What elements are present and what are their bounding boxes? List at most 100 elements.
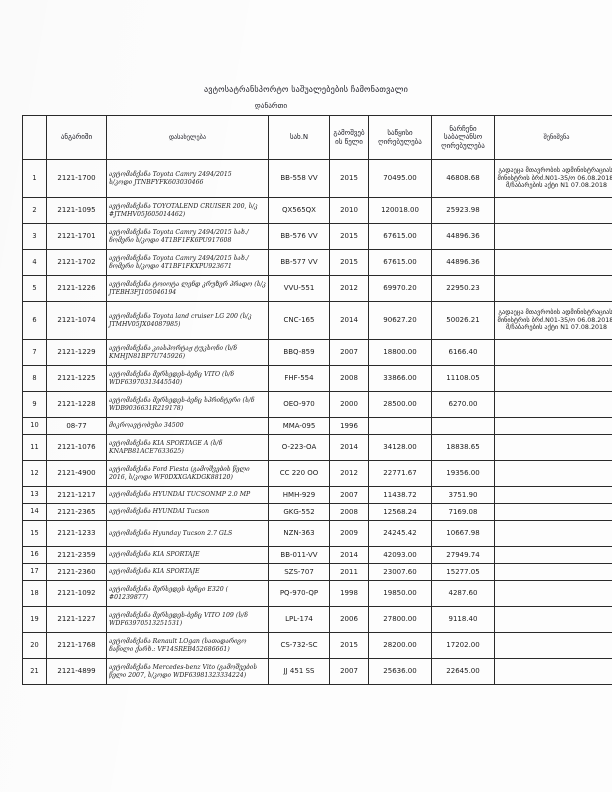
cell-initial-value: 22771.67 [368,460,432,487]
cell-account: 2121-1228 [46,391,107,418]
cell-initial-value: 27800.00 [368,606,432,633]
cell-account: 2121-1701 [46,223,107,250]
cell-initial-value: 25636.00 [368,658,432,685]
cell-plate: PQ-970-QP [268,580,330,607]
cell-year: 2015 [329,223,369,250]
cell-residual-value: 19356.00 [431,460,495,487]
cell-index: 10 [22,417,47,435]
cell-index: 4 [22,249,47,276]
cell-description: ავტომანქანა Renault LOgan (სათადარიგო ნა… [106,632,269,659]
table-row: 9 2121-1228 ავტომანქანა მერსედეს-ბენც სპრი… [22,391,612,418]
cell-note: გადაეცა მთავრობის ადმინისტრაციას; მინისტ… [494,301,612,340]
header-initial-value: საწყისი ღირებულება [368,115,432,160]
cell-account: 2121-1092 [46,580,107,607]
cell-note [494,275,612,302]
cell-residual-value: 44896.36 [431,223,495,250]
cell-note [494,223,612,250]
header-row: ანგარიში დასახელება სახ.N გამოშვების წელ… [22,115,612,160]
cell-residual-value: 9118.40 [431,606,495,633]
cell-year: 2015 [329,632,369,659]
cell-initial-value [368,417,432,435]
cell-description: ავტომანქანა Toyota Camry 2494/2015 სახ./… [106,223,269,250]
cell-plate: JJ 451 SS [268,658,330,685]
cell-account: 2121-1233 [46,520,107,547]
cell-plate: BB-576 VV [268,223,330,250]
cell-initial-value: 70495.00 [368,159,432,198]
cell-account: 2121-1225 [46,365,107,392]
cell-plate: CC 220 OO [268,460,330,487]
cell-residual-value: 6166.40 [431,339,495,366]
cell-initial-value: 120018.00 [368,197,432,224]
cell-plate: BBQ-859 [268,339,330,366]
cell-residual-value: 44896.36 [431,249,495,276]
cell-note [494,632,612,659]
cell-initial-value: 90627.20 [368,301,432,340]
cell-note [494,434,612,461]
cell-description: ავტომანქანა KIA SPORTAGE A (ს/ნ KNAPB81A… [106,434,269,461]
cell-description: ავტომანქანა Hyunday Tucson 2.7 GLS [106,520,269,547]
cell-year: 2011 [329,563,369,581]
cell-description: ავტომანქანა ტოიოტა ლენდ კრუზერ პრადო (ს/… [106,275,269,302]
cell-year: 1996 [329,417,369,435]
cell-description: ავტომანქანა HYUNDAI TUCSONMP 2.0 MP [106,486,269,504]
table-row: 13 2121-1217 ავტომანქანა HYUNDAI TUCSONMP … [22,486,612,504]
cell-year: 2009 [329,520,369,547]
cell-note [494,606,612,633]
table-row: 11 2121-1076 ავტომანქანა KIA SPORTAGE A (ს… [22,434,612,461]
cell-note [494,365,612,392]
table-row: 4 2121-1702 ავტომანქანა Toyota Camry 2494/… [22,249,612,276]
cell-residual-value: 3751.90 [431,486,495,504]
cell-account: 2121-2360 [46,563,107,581]
cell-residual-value [431,417,495,435]
cell-index: 21 [22,658,47,685]
cell-index: 17 [22,563,47,581]
cell-description: ავტომანქანა KIA SPORTAJE [106,563,269,581]
cell-initial-value: 34128.00 [368,434,432,461]
table-row: 14 2121-2365 ავტომანქანა HYUNDAI Tucson GKG… [22,503,612,521]
cell-account: 2121-1702 [46,249,107,276]
table-row: 18 2121-1092 ავტომანქანა მერსედეს ბენცი E3… [22,580,612,607]
cell-initial-value: 24245.42 [368,520,432,547]
cell-description: ავტომანქანა მერსედეს-ბენც VITO (ს/ნ WDF6… [106,365,269,392]
cell-account: 2121-2359 [46,546,107,564]
cell-plate: QX565QX [268,197,330,224]
cell-index: 6 [22,301,47,340]
cell-initial-value: 23007.60 [368,563,432,581]
cell-year: 2012 [329,460,369,487]
cell-account: 2121-1768 [46,632,107,659]
cell-plate: NZN-363 [268,520,330,547]
cell-description: ავტომანქანა HYUNDAI Tucson [106,503,269,521]
cell-plate: LPL-174 [268,606,330,633]
cell-residual-value: 10667.98 [431,520,495,547]
header-note: შენიშვნა [494,115,612,160]
cell-description: ავტომანქანა მერსედეს-ბენც VITO 109 (ს/ნ … [106,606,269,633]
cell-plate: GKG-552 [268,503,330,521]
table-row: 5 2121-1226 ავტომანქანა ტოიოტა ლენდ კრუზერ… [22,275,612,302]
cell-year: 2000 [329,391,369,418]
page-title: ავტოსატრანსპორტო საშუალებების ჩამონათვალ… [203,84,408,94]
cell-description: ავტომანქანა KIA SPORTAJE [106,546,269,564]
cell-residual-value: 11108.05 [431,365,495,392]
cell-year: 2014 [329,546,369,564]
cell-description: ავტომანქანა Toyota Camry 2494/2015 ს/კოდ… [106,159,269,198]
table-row: 2 2121-1095 ავტომანქანა TOYOTALEND CRUISER… [22,197,612,224]
cell-residual-value: 15277.05 [431,563,495,581]
cell-initial-value: 11438.72 [368,486,432,504]
cell-year: 2015 [329,159,369,198]
cell-plate: VVU-551 [268,275,330,302]
cell-initial-value: 69970.20 [368,275,432,302]
cell-index: 3 [22,223,47,250]
cell-account: 2121-1229 [46,339,107,366]
cell-year: 2007 [329,339,369,366]
cell-initial-value: 19850.00 [368,580,432,607]
cell-description: ავტომანქანა Ford Fiesta (გამოშვების წელი… [106,460,269,487]
cell-description: ავტომანქანა Mercedes-benz Vito (გამოშვებ… [106,658,269,685]
cell-note [494,391,612,418]
cell-account: 2121-1227 [46,606,107,633]
cell-note [494,580,612,607]
cell-plate: CNC-165 [268,301,330,340]
cell-index: 8 [22,365,47,392]
header-index [22,115,47,160]
cell-year: 2012 [329,275,369,302]
